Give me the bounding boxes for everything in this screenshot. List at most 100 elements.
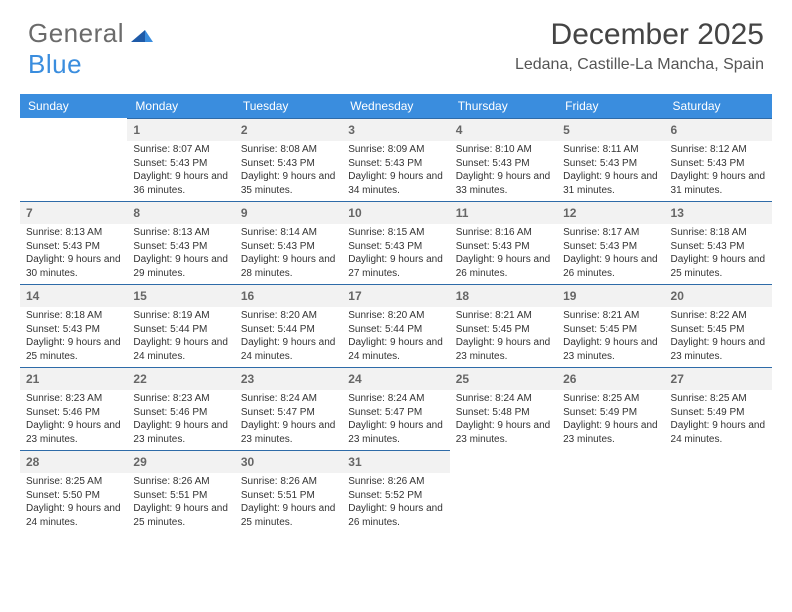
day-details: Sunrise: 8:24 AMSunset: 5:47 PMDaylight:…	[241, 392, 336, 446]
calendar-day-cell: 6 Sunrise: 8:12 AMSunset: 5:43 PMDaylight…	[665, 118, 772, 201]
day-cell-inner: 18Sunrise: 8:21 AMSunset: 5:45 PMDayligh…	[450, 284, 557, 367]
calendar-day-cell: 17Sunrise: 8:20 AMSunset: 5:44 PMDayligh…	[342, 284, 449, 367]
calendar-day-cell: 21Sunrise: 8:23 AMSunset: 5:46 PMDayligh…	[20, 367, 127, 450]
sunset-label: Sunset:	[348, 490, 382, 501]
daylight-label: Daylight:	[26, 503, 65, 514]
calendar-day-cell: 5Sunrise: 8:11 AMSunset: 5:43 PMDaylight…	[557, 118, 664, 201]
daylight-label: Daylight:	[241, 503, 280, 514]
sunset-value: 5:46 PM	[63, 407, 100, 418]
sunset-label: Sunset:	[26, 490, 60, 501]
sunset-label: Sunset:	[563, 158, 597, 169]
day-number-row: 3	[342, 119, 449, 141]
sunrise-label: Sunrise:	[456, 144, 493, 155]
day-details: Sunrise: 8:26 AMSunset: 5:51 PMDaylight:…	[241, 475, 336, 529]
daylight-label: Daylight:	[563, 171, 602, 182]
calendar-week-row: 28Sunrise: 8:25 AMSunset: 5:50 PMDayligh…	[20, 450, 772, 533]
sunrise-label: Sunrise:	[133, 144, 170, 155]
sunset-value: 5:44 PM	[278, 324, 315, 335]
sunset-label: Sunset:	[348, 407, 382, 418]
calendar-day-cell: 4Sunrise: 8:10 AMSunset: 5:43 PMDaylight…	[450, 118, 557, 201]
day-number-row: 29	[127, 451, 234, 473]
daylight-label: Daylight:	[133, 503, 172, 514]
sunset-value: 5:43 PM	[170, 241, 207, 252]
day-cell-inner: 8 Sunrise: 8:13 AMSunset: 5:43 PMDaylight…	[127, 201, 234, 284]
day-details: Sunrise: 8:12 AMSunset: 5:43 PMDaylight:…	[671, 143, 766, 197]
sunset-value: 5:44 PM	[385, 324, 422, 335]
sunrise-label: Sunrise:	[133, 227, 170, 238]
day-number-row: 9	[235, 202, 342, 224]
calendar-day-cell: 23Sunrise: 8:24 AMSunset: 5:47 PMDayligh…	[235, 367, 342, 450]
logo: General Blue	[28, 18, 153, 80]
calendar-day-cell: 24Sunrise: 8:24 AMSunset: 5:47 PMDayligh…	[342, 367, 449, 450]
calendar-day-cell: 18Sunrise: 8:21 AMSunset: 5:45 PMDayligh…	[450, 284, 557, 367]
day-details: Sunrise: 8:24 AMSunset: 5:47 PMDaylight:…	[348, 392, 443, 446]
day-number-row: 31	[342, 451, 449, 473]
sunrise-value: 8:17 AM	[603, 227, 640, 238]
calendar-day-cell: 30Sunrise: 8:26 AMSunset: 5:51 PMDayligh…	[235, 450, 342, 533]
daylight-label: Daylight:	[671, 254, 710, 265]
sunset-value: 5:43 PM	[385, 158, 422, 169]
sunrise-value: 8:25 AM	[603, 393, 640, 404]
sunrise-label: Sunrise:	[241, 227, 278, 238]
sunset-value: 5:46 PM	[170, 407, 207, 418]
day-number-row: 15	[127, 285, 234, 307]
calendar-day-cell: 28Sunrise: 8:25 AMSunset: 5:50 PMDayligh…	[20, 450, 127, 533]
day-details: Sunrise: 8:10 AMSunset: 5:43 PMDaylight:…	[456, 143, 551, 197]
day-number: 21	[26, 372, 39, 386]
day-cell-inner: 10Sunrise: 8:15 AMSunset: 5:43 PMDayligh…	[342, 201, 449, 284]
day-number: 26	[563, 372, 576, 386]
sunset-label: Sunset:	[456, 241, 490, 252]
sunrise-label: Sunrise:	[563, 310, 600, 321]
day-details: Sunrise: 8:25 AMSunset: 5:49 PMDaylight:…	[671, 392, 766, 446]
day-number: 13	[671, 206, 684, 220]
day-number-row: 11	[450, 202, 557, 224]
calendar-week-row: 1Sunrise: 8:07 AMSunset: 5:43 PMDaylight…	[20, 118, 772, 201]
sunrise-label: Sunrise:	[671, 227, 708, 238]
day-number-row: 21	[20, 368, 127, 390]
day-details: Sunrise: 8:21 AMSunset: 5:45 PMDaylight:…	[563, 309, 658, 363]
day-details: Sunrise: 8:13 AMSunset: 5:43 PMDaylight:…	[133, 226, 228, 280]
sunset-value: 5:44 PM	[170, 324, 207, 335]
day-number: 25	[456, 372, 469, 386]
sunset-value: 5:43 PM	[278, 241, 315, 252]
day-number: 8	[133, 206, 140, 220]
sunrise-label: Sunrise:	[563, 144, 600, 155]
sunrise-label: Sunrise:	[133, 393, 170, 404]
sunrise-value: 8:24 AM	[388, 393, 425, 404]
sunset-label: Sunset:	[133, 407, 167, 418]
day-number: 6	[671, 123, 678, 137]
calendar-day-cell: 8 Sunrise: 8:13 AMSunset: 5:43 PMDaylight…	[127, 201, 234, 284]
sunrise-label: Sunrise:	[26, 476, 63, 487]
day-number-row: 6	[665, 119, 772, 141]
sunrise-value: 8:14 AM	[280, 227, 317, 238]
location-subtitle: Ledana, Castille-La Mancha, Spain	[515, 56, 764, 74]
day-cell-inner: 25Sunrise: 8:24 AMSunset: 5:48 PMDayligh…	[450, 367, 557, 450]
sunrise-label: Sunrise:	[241, 310, 278, 321]
calendar-day-cell: 31Sunrise: 8:26 AMSunset: 5:52 PMDayligh…	[342, 450, 449, 533]
day-number: 12	[563, 206, 576, 220]
sunrise-value: 8:09 AM	[388, 144, 425, 155]
day-cell-inner: 22Sunrise: 8:23 AMSunset: 5:46 PMDayligh…	[127, 367, 234, 450]
day-details: Sunrise: 8:21 AMSunset: 5:45 PMDaylight:…	[456, 309, 551, 363]
calendar-day-cell: 10Sunrise: 8:15 AMSunset: 5:43 PMDayligh…	[342, 201, 449, 284]
sunrise-value: 8:22 AM	[710, 310, 747, 321]
day-number-row: 24	[342, 368, 449, 390]
logo-text-blue: Blue	[28, 49, 82, 79]
day-cell-inner: 11Sunrise: 8:16 AMSunset: 5:43 PMDayligh…	[450, 201, 557, 284]
day-number-row: 1	[127, 119, 234, 141]
day-details: Sunrise: 8:20 AMSunset: 5:44 PMDaylight:…	[348, 309, 443, 363]
sunset-label: Sunset:	[26, 324, 60, 335]
day-number: 5	[563, 123, 570, 137]
sunrise-label: Sunrise:	[26, 393, 63, 404]
day-number: 1	[133, 123, 140, 137]
sunset-label: Sunset:	[133, 324, 167, 335]
day-cell-inner: 28Sunrise: 8:25 AMSunset: 5:50 PMDayligh…	[20, 450, 127, 533]
day-cell-inner: 9Sunrise: 8:14 AMSunset: 5:43 PMDaylight…	[235, 201, 342, 284]
sunset-value: 5:43 PM	[600, 158, 637, 169]
sunrise-value: 8:25 AM	[710, 393, 747, 404]
day-number-row: 14	[20, 285, 127, 307]
sunrise-value: 8:26 AM	[173, 476, 210, 487]
sunset-label: Sunset:	[456, 158, 490, 169]
sunset-label: Sunset:	[26, 241, 60, 252]
sunset-label: Sunset:	[671, 407, 705, 418]
